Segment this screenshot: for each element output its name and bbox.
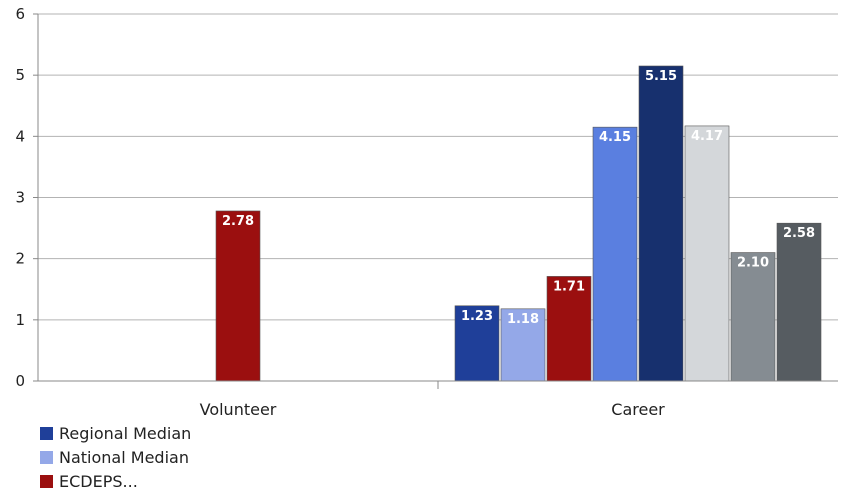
legend-item: Regional Median bbox=[40, 421, 191, 445]
legend-swatch bbox=[40, 450, 53, 464]
bar bbox=[638, 65, 684, 382]
category-labels: Volunteer Career bbox=[200, 400, 666, 419]
data-label: 4.17 bbox=[691, 129, 723, 144]
data-label: 2.58 bbox=[783, 226, 815, 241]
data-label: 5.15 bbox=[645, 69, 677, 84]
y-tick-label: 0 bbox=[15, 372, 25, 390]
x-category-label: Career bbox=[611, 400, 665, 419]
legend-swatch bbox=[40, 426, 53, 440]
bar bbox=[776, 222, 822, 382]
data-label: 1.18 bbox=[507, 312, 539, 327]
bar bbox=[546, 276, 592, 382]
legend-label: National Median bbox=[59, 447, 189, 467]
bars bbox=[215, 65, 822, 382]
y-tick-label: 2 bbox=[15, 250, 25, 268]
data-label: 1.23 bbox=[461, 309, 493, 324]
data-labels: 2.78 1.23 1.18 1.71 4.15 5.15 4.17 2.10 2.58 bbox=[222, 69, 815, 327]
y-tick-label: 3 bbox=[15, 189, 25, 207]
bar bbox=[500, 308, 546, 382]
legend-swatch bbox=[40, 474, 53, 488]
bar bbox=[592, 126, 638, 382]
data-label: 2.78 bbox=[222, 214, 254, 229]
bar bbox=[215, 210, 261, 382]
data-label: 1.71 bbox=[553, 279, 585, 294]
legend-label: ECDEPS... bbox=[59, 471, 138, 491]
y-tick-label: 5 bbox=[15, 66, 25, 84]
bar bbox=[454, 305, 500, 382]
y-tick-label: 4 bbox=[15, 127, 25, 145]
legend: Regional Median National Median ECDEPS..… bbox=[40, 421, 191, 493]
data-label: 4.15 bbox=[599, 130, 631, 145]
x-category-label: Volunteer bbox=[200, 400, 277, 419]
bar bbox=[730, 252, 776, 382]
bar bbox=[684, 125, 730, 382]
legend-item: ECDEPS... bbox=[40, 469, 191, 493]
y-tick-label: 1 bbox=[15, 311, 25, 329]
y-axis-ticks: 0 1 2 3 4 5 6 bbox=[15, 5, 38, 390]
data-label: 2.10 bbox=[737, 256, 769, 271]
bar-chart: 0 1 2 3 4 5 6 2.78 1.23 1.18 1.71 4.15 5.15 4.17 2.10… bbox=[15, 5, 838, 419]
legend-label: Regional Median bbox=[59, 423, 192, 443]
y-tick-label: 6 bbox=[15, 5, 25, 23]
legend-item: National Median bbox=[40, 445, 191, 469]
axes bbox=[37, 14, 838, 389]
